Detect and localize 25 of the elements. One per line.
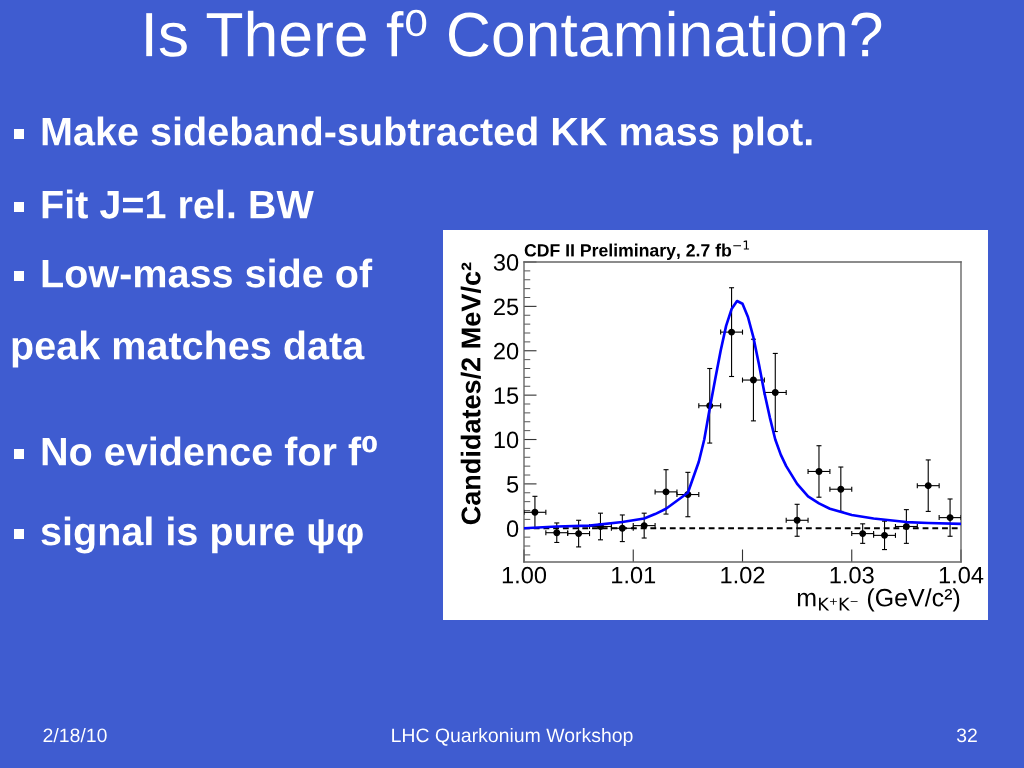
text: Fit J=1 rel. BW — [42, 189, 314, 219]
y-axis-title: Candidates/2 MeV/c² — [460, 262, 481, 525]
y-tick-label: 20 — [494, 342, 519, 360]
text: peak matches data — [12, 330, 365, 368]
x-axis-title: m$_{K⁺K⁻}$ (GeV/c²) — [797, 588, 960, 612]
x-tick-label: 1.04 — [939, 566, 984, 584]
text: 32 — [956, 728, 977, 743]
text: 2/18/10 — [43, 727, 107, 743]
text: No evidence for f⁰ — [42, 435, 377, 466]
x-tick-label: 1.01 — [612, 566, 656, 584]
y-tick-label: 15 — [494, 387, 519, 404]
x-tick-label: 1.00 — [502, 566, 547, 584]
y-tick-label: 10 — [494, 431, 519, 449]
y-tick-label: 5 — [506, 476, 519, 493]
x-tick-label: 1.02 — [721, 566, 765, 584]
text: CDF II Preliminary, 2.7 fb$^{−1}$ — [524, 240, 750, 261]
text: signal is pure ψφ — [41, 516, 363, 554]
y-tick-label: 0 — [506, 520, 519, 538]
text: Make sideband-subtracted KK mass plot. — [42, 116, 812, 154]
y-tick-label: 25 — [494, 298, 519, 316]
y-tick-label: 30 — [493, 254, 519, 271]
x-tick-label: 1.03 — [830, 566, 874, 584]
text: Low-mass side of — [42, 258, 373, 288]
text: LHC Quarkonium Workshop — [392, 727, 633, 747]
chart-title: Is There f⁰ Contamination? — [146, 9, 882, 57]
